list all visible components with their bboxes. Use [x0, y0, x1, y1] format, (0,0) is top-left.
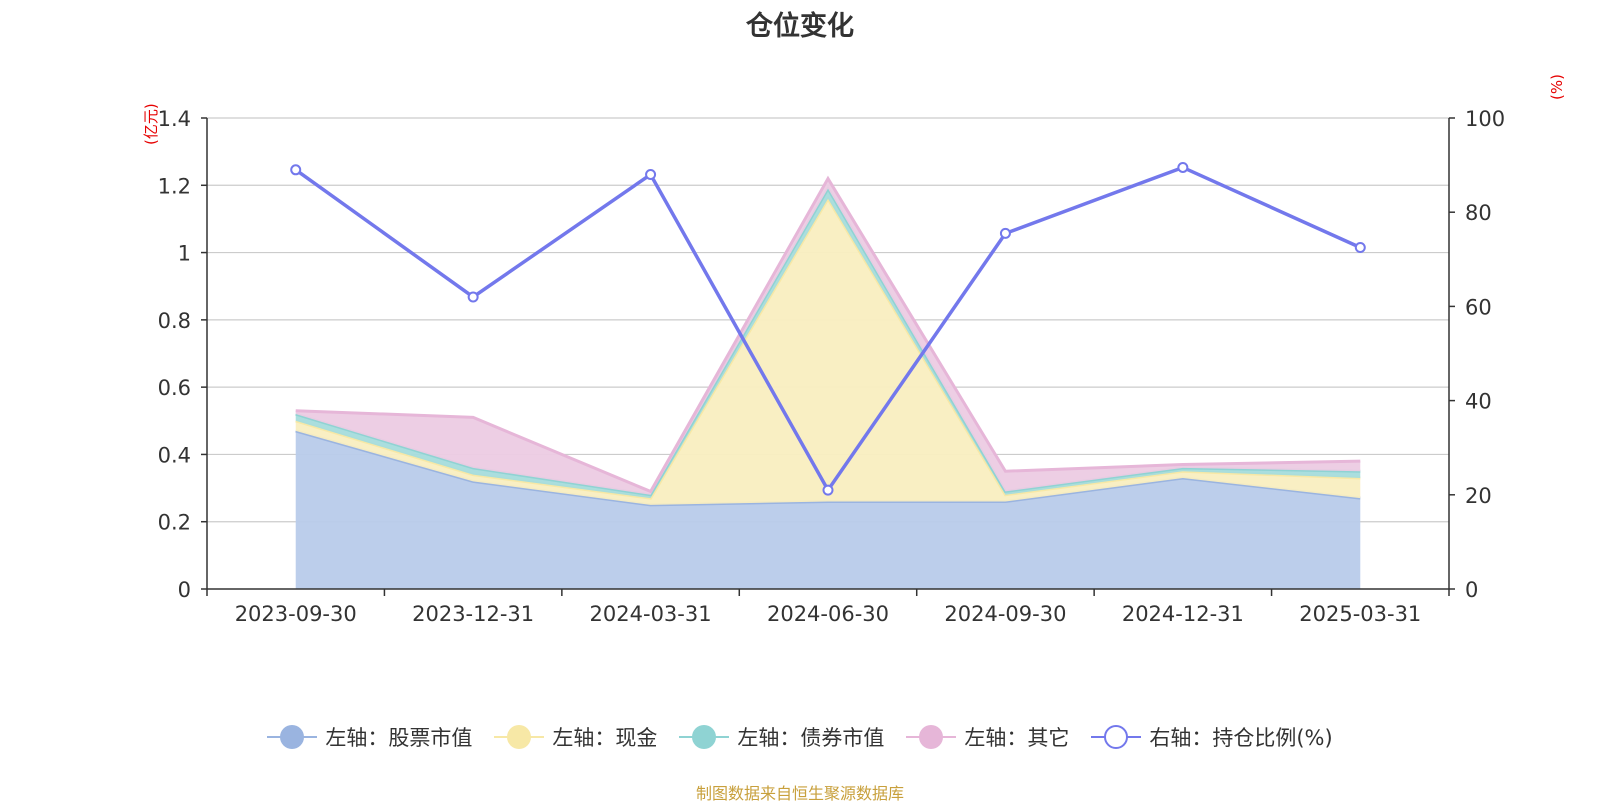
position-ratio-point	[290, 164, 302, 176]
x-axis-tick-label: 2023-09-30	[235, 602, 357, 626]
legend-stock-icon	[267, 725, 318, 749]
right-axis-tick-label: 100	[1465, 107, 1505, 131]
legend: 左轴：股票市值 左轴：现金 左轴：债券市值 左轴：其它 右轴：持仓比例(%)	[0, 722, 1600, 752]
area-edge-line	[295, 175, 1361, 494]
legend-bond-icon	[679, 725, 730, 749]
position-ratio-point	[1177, 161, 1189, 173]
source-note: 制图数据来自恒生聚源数据库	[695, 784, 904, 803]
position-ratio-point	[467, 291, 479, 303]
legend-ratio-icon	[1091, 725, 1142, 749]
chart-title: 仓位变化	[746, 11, 854, 42]
position-ratio-point	[1354, 242, 1366, 254]
legend-other-icon	[906, 725, 957, 749]
x-axis-tick-label: 2023-12-31	[412, 602, 534, 626]
x-axis-tick-label: 2024-03-31	[590, 602, 712, 626]
left-axis-tick-label: 0.2	[158, 511, 191, 535]
left-axis-tick-label: 0.8	[158, 309, 191, 333]
area-左轴：股票市值	[295, 430, 1361, 589]
x-axis-tick-label: 2025-03-31	[1299, 602, 1421, 626]
x-axis-tick-label: 2024-09-30	[944, 602, 1066, 626]
area-左轴：现金	[295, 198, 1361, 505]
legend-item-cash[interactable]: 左轴：现金	[494, 722, 657, 752]
legend-cash-icon	[494, 725, 545, 749]
right-axis-tick-label: 60	[1465, 295, 1492, 319]
position-ratio-point	[645, 169, 657, 181]
legend-label: 左轴：现金	[552, 726, 658, 750]
x-axis-tick-label: 2024-06-30	[767, 602, 889, 626]
position-ratio-point	[999, 227, 1011, 239]
legend-item-position-ratio[interactable]: 右轴：持仓比例(%)	[1091, 722, 1333, 752]
legend-item-other[interactable]: 左轴：其它	[906, 722, 1069, 752]
left-axis-tick-label: 0.4	[158, 443, 191, 467]
legend-item-stock[interactable]: 左轴：股票市值	[267, 722, 472, 752]
legend-item-bond[interactable]: 左轴：债券市值	[679, 722, 884, 752]
position-ratio-point	[822, 484, 834, 496]
left-axis-tick-label: 0.6	[158, 376, 191, 400]
left-axis-tick-label: 1.4	[158, 107, 191, 131]
legend-label: 左轴：其它	[964, 726, 1070, 750]
legend-label: 右轴：持仓比例(%)	[1149, 726, 1333, 750]
right-axis-tick-label: 80	[1465, 201, 1492, 225]
left-axis-tick-label: 0	[178, 578, 191, 602]
x-axis-tick-label: 2024-12-31	[1122, 602, 1244, 626]
left-axis-tick-label: 1	[178, 242, 191, 266]
right-axis-tick-label: 0	[1465, 578, 1478, 602]
right-axis-tick-label: 40	[1465, 390, 1492, 414]
right-axis-tick-label: 20	[1465, 484, 1492, 508]
legend-label: 左轴：股票市值	[325, 726, 473, 750]
left-axis-tick-label: 1.2	[158, 174, 191, 198]
legend-label: 左轴：债券市值	[737, 726, 885, 750]
